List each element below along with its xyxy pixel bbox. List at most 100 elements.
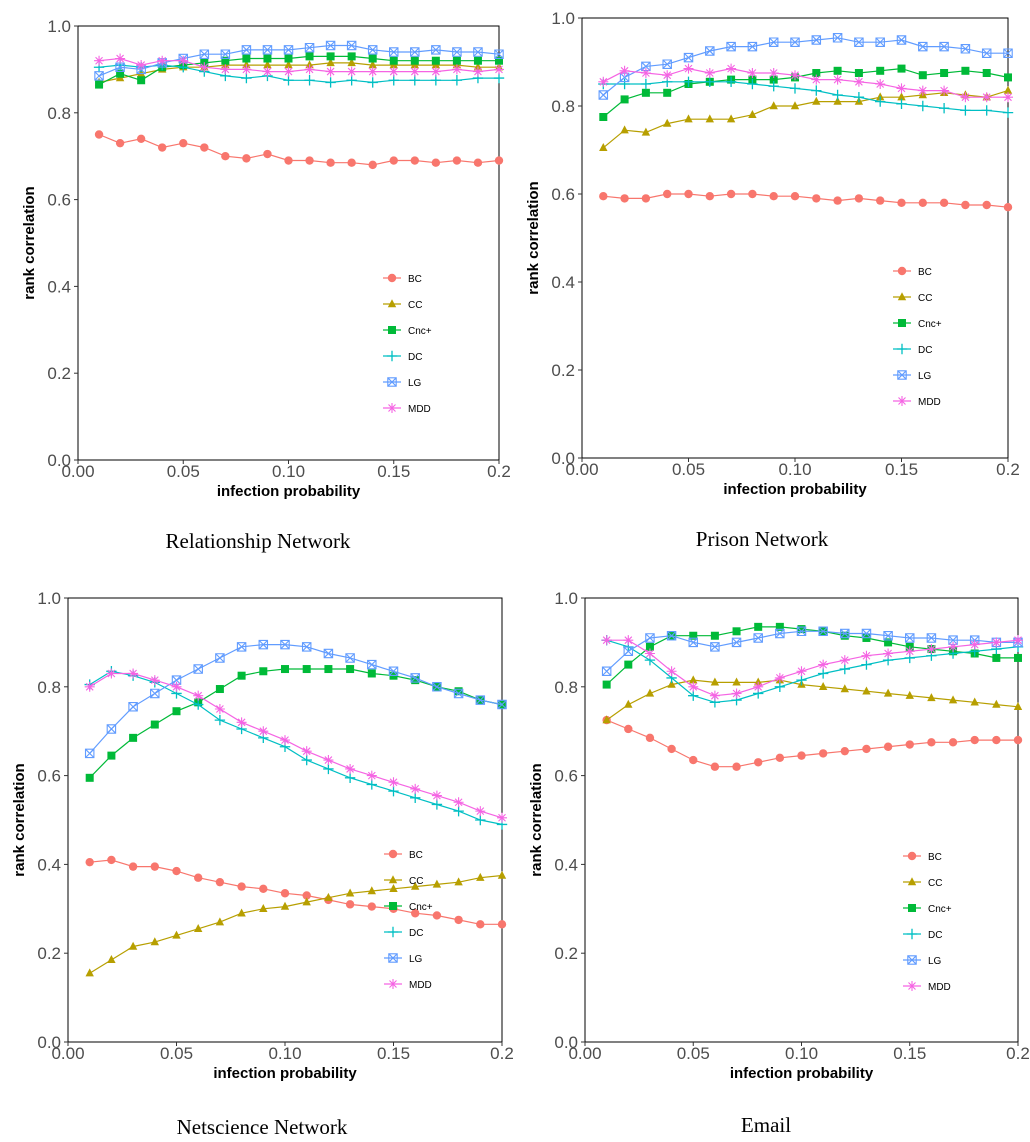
- legend-key-cc: [897, 292, 907, 301]
- data-point-lg: [688, 637, 698, 648]
- data-point-cc: [345, 888, 355, 897]
- data-point-bc: [812, 194, 821, 203]
- legend: BC CC Cnc+ DC LG MDD: [903, 851, 952, 993]
- x-tick-label: 0.00: [565, 460, 598, 479]
- y-axis-label: rank correlation: [528, 763, 545, 876]
- data-point-lg: [475, 695, 486, 705]
- data-point-cnc: [237, 671, 246, 680]
- data-point-lg: [960, 44, 971, 54]
- data-point-lg: [731, 637, 742, 648]
- data-point-cc: [732, 677, 741, 686]
- data-point-cc: [862, 686, 871, 695]
- data-point-bc: [726, 189, 736, 199]
- data-point-lg: [94, 71, 104, 81]
- data-point-bc: [367, 902, 376, 911]
- data-point-bc: [345, 900, 355, 909]
- y-tick-label: 0.0: [554, 1033, 578, 1052]
- data-point-mdd: [768, 68, 779, 78]
- legend: BC CC Cnc+ DC LG MDD: [383, 273, 432, 415]
- x-tick-label: 0.05: [167, 462, 200, 481]
- y-tick-label: 0.4: [554, 855, 578, 874]
- data-point-lg: [939, 41, 949, 52]
- x-tick-label: 0.15: [377, 462, 410, 481]
- series-cc: [85, 870, 507, 977]
- data-point-bc: [905, 740, 914, 749]
- y-tick-label: 0.4: [47, 277, 71, 296]
- legend-label-cnc: Cnc+: [409, 902, 433, 913]
- data-point-mdd: [875, 79, 886, 89]
- data-point-dc: [875, 96, 886, 107]
- data-point-cnc: [368, 54, 377, 63]
- y-tick-label: 0.6: [47, 191, 71, 210]
- data-point-lg: [432, 682, 442, 692]
- data-point-mdd: [861, 650, 872, 661]
- data-point-mdd: [644, 648, 655, 659]
- data-point-lg: [301, 642, 312, 652]
- data-point-bc: [473, 158, 483, 167]
- data-point-bc: [939, 198, 949, 207]
- x-tick-label: 0.2: [487, 462, 511, 481]
- data-point-lg: [410, 47, 420, 57]
- data-point-bc: [172, 866, 181, 876]
- data-point-bc: [818, 749, 828, 758]
- legend-label-mdd: MDD: [408, 404, 431, 415]
- data-point-bc: [883, 742, 893, 751]
- data-point-cc: [620, 125, 629, 134]
- legend-key-lg: [388, 953, 398, 963]
- data-point-cnc: [495, 56, 503, 65]
- data-point-cc: [280, 901, 290, 910]
- data-point-mdd: [241, 64, 252, 75]
- data-point-cnc: [769, 75, 778, 84]
- data-point-lg: [840, 628, 850, 639]
- data-point-dc: [346, 75, 357, 86]
- data-point-cnc: [95, 80, 104, 89]
- data-point-cc: [172, 930, 181, 939]
- data-point-dc: [640, 78, 652, 90]
- data-point-dc: [683, 76, 694, 87]
- data-point-cc: [367, 886, 376, 895]
- data-point-lg: [918, 41, 928, 52]
- data-point-lg: [283, 45, 294, 55]
- data-point-lg: [128, 702, 138, 712]
- data-point-bc: [107, 855, 116, 865]
- data-point-cnc: [347, 52, 356, 61]
- legend-label-cc: CC: [408, 300, 422, 311]
- data-point-cc: [905, 690, 914, 699]
- x-tick-label: 0.2: [490, 1044, 514, 1063]
- data-point-lg: [883, 630, 893, 641]
- data-point-lg: [106, 724, 117, 734]
- x-tick-label: 0.10: [785, 1044, 818, 1063]
- chart-panel-4: 0.0 0.2 0.4 0.6 0.8 1.0 0.00 0.05 0.10 0.15 0.2 inf…: [528, 589, 1030, 1082]
- data-point-cc: [347, 58, 356, 67]
- series-bc: [599, 189, 1013, 212]
- data-point-dc: [475, 814, 486, 826]
- data-point-mdd: [926, 644, 937, 655]
- series-cc: [602, 675, 1023, 724]
- data-point-cc: [818, 682, 828, 690]
- data-point-lg: [598, 90, 609, 100]
- legend-key-mdd: [897, 396, 907, 406]
- data-point-mdd: [688, 681, 699, 692]
- data-point-cc: [454, 877, 463, 886]
- x-tick-label: 0.05: [160, 1044, 193, 1063]
- data-point-bc: [263, 149, 272, 159]
- data-point-cc: [897, 92, 906, 101]
- data-point-mdd: [917, 85, 928, 96]
- y-tick-label: 1.0: [551, 9, 575, 28]
- caption-netscience: Netscience Network: [177, 1115, 348, 1139]
- data-point-cnc: [797, 625, 806, 634]
- data-point-bc: [136, 134, 146, 144]
- data-point-mdd: [623, 635, 634, 646]
- legend-label-bc: BC: [409, 850, 423, 861]
- data-point-bc: [497, 920, 507, 929]
- caption-relationship: Relationship Network: [166, 529, 351, 553]
- data-point-lg: [601, 666, 612, 677]
- data-point-mdd: [128, 668, 139, 679]
- data-point-mdd: [258, 726, 269, 737]
- data-point-mdd: [431, 790, 442, 801]
- data-point-dc: [938, 103, 950, 114]
- data-point-mdd: [747, 68, 758, 78]
- data-point-mdd: [818, 659, 829, 670]
- legend-label-mdd: MDD: [409, 980, 432, 991]
